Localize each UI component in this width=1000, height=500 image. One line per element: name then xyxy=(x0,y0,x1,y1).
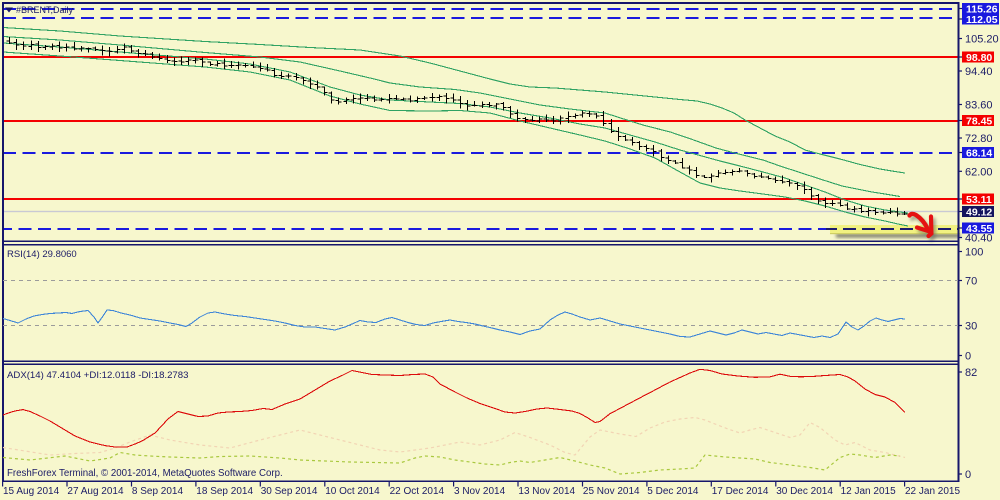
svg-text:105.20: 105.20 xyxy=(965,34,999,46)
svg-text:22 Jan 2015: 22 Jan 2015 xyxy=(905,486,960,497)
svg-text:0: 0 xyxy=(965,469,971,481)
svg-text:13 Nov 2014: 13 Nov 2014 xyxy=(518,486,575,497)
svg-text:68.14: 68.14 xyxy=(966,148,992,160)
svg-text:82: 82 xyxy=(965,367,977,379)
svg-text:5 Dec 2014: 5 Dec 2014 xyxy=(647,486,699,497)
svg-text:ADX(14) 47.4104 +DI:12.0118 -D: ADX(14) 47.4104 +DI:12.0118 -DI:18.2783 xyxy=(7,370,188,381)
svg-text:17 Dec 2014: 17 Dec 2014 xyxy=(712,486,769,497)
svg-text:FreshForex Terminal, © 2001-20: FreshForex Terminal, © 2001-2014, MetaQu… xyxy=(7,468,283,479)
svg-text:30 Sep 2014: 30 Sep 2014 xyxy=(261,486,318,497)
svg-text:0: 0 xyxy=(965,351,971,363)
svg-text:98.80: 98.80 xyxy=(966,52,992,64)
svg-text:115.26: 115.26 xyxy=(966,4,998,16)
svg-text:8 Sep 2014: 8 Sep 2014 xyxy=(132,486,184,497)
svg-text:3 Nov 2014: 3 Nov 2014 xyxy=(454,486,506,497)
svg-text:30 Dec 2014: 30 Dec 2014 xyxy=(776,486,833,497)
svg-text:62.00: 62.00 xyxy=(965,166,993,178)
svg-text:25 Nov 2014: 25 Nov 2014 xyxy=(583,486,640,497)
svg-text:#BRENT,Daily: #BRENT,Daily xyxy=(16,5,74,15)
svg-text:112.05: 112.05 xyxy=(966,14,998,26)
svg-text:43.55: 43.55 xyxy=(966,223,992,235)
svg-text:RSI(14) 29.8060: RSI(14) 29.8060 xyxy=(7,249,77,260)
svg-text:40.40: 40.40 xyxy=(965,233,993,245)
svg-text:30: 30 xyxy=(965,321,977,333)
svg-text:12 Jan 2015: 12 Jan 2015 xyxy=(841,486,896,497)
svg-text:94.40: 94.40 xyxy=(965,66,993,78)
svg-text:72.80: 72.80 xyxy=(965,133,993,145)
svg-text:53.11: 53.11 xyxy=(966,194,992,206)
svg-text:22 Oct 2014: 22 Oct 2014 xyxy=(390,486,445,497)
svg-text:27 Aug 2014: 27 Aug 2014 xyxy=(67,486,124,497)
svg-text:100: 100 xyxy=(965,247,983,259)
svg-text:18 Sep 2014: 18 Sep 2014 xyxy=(196,486,253,497)
svg-text:49.12: 49.12 xyxy=(966,207,992,219)
svg-text:15 Aug 2014: 15 Aug 2014 xyxy=(3,486,60,497)
svg-text:10 Oct 2014: 10 Oct 2014 xyxy=(325,486,380,497)
svg-text:78.45: 78.45 xyxy=(966,116,992,128)
svg-text:83.60: 83.60 xyxy=(965,100,993,112)
svg-text:70: 70 xyxy=(965,276,977,288)
